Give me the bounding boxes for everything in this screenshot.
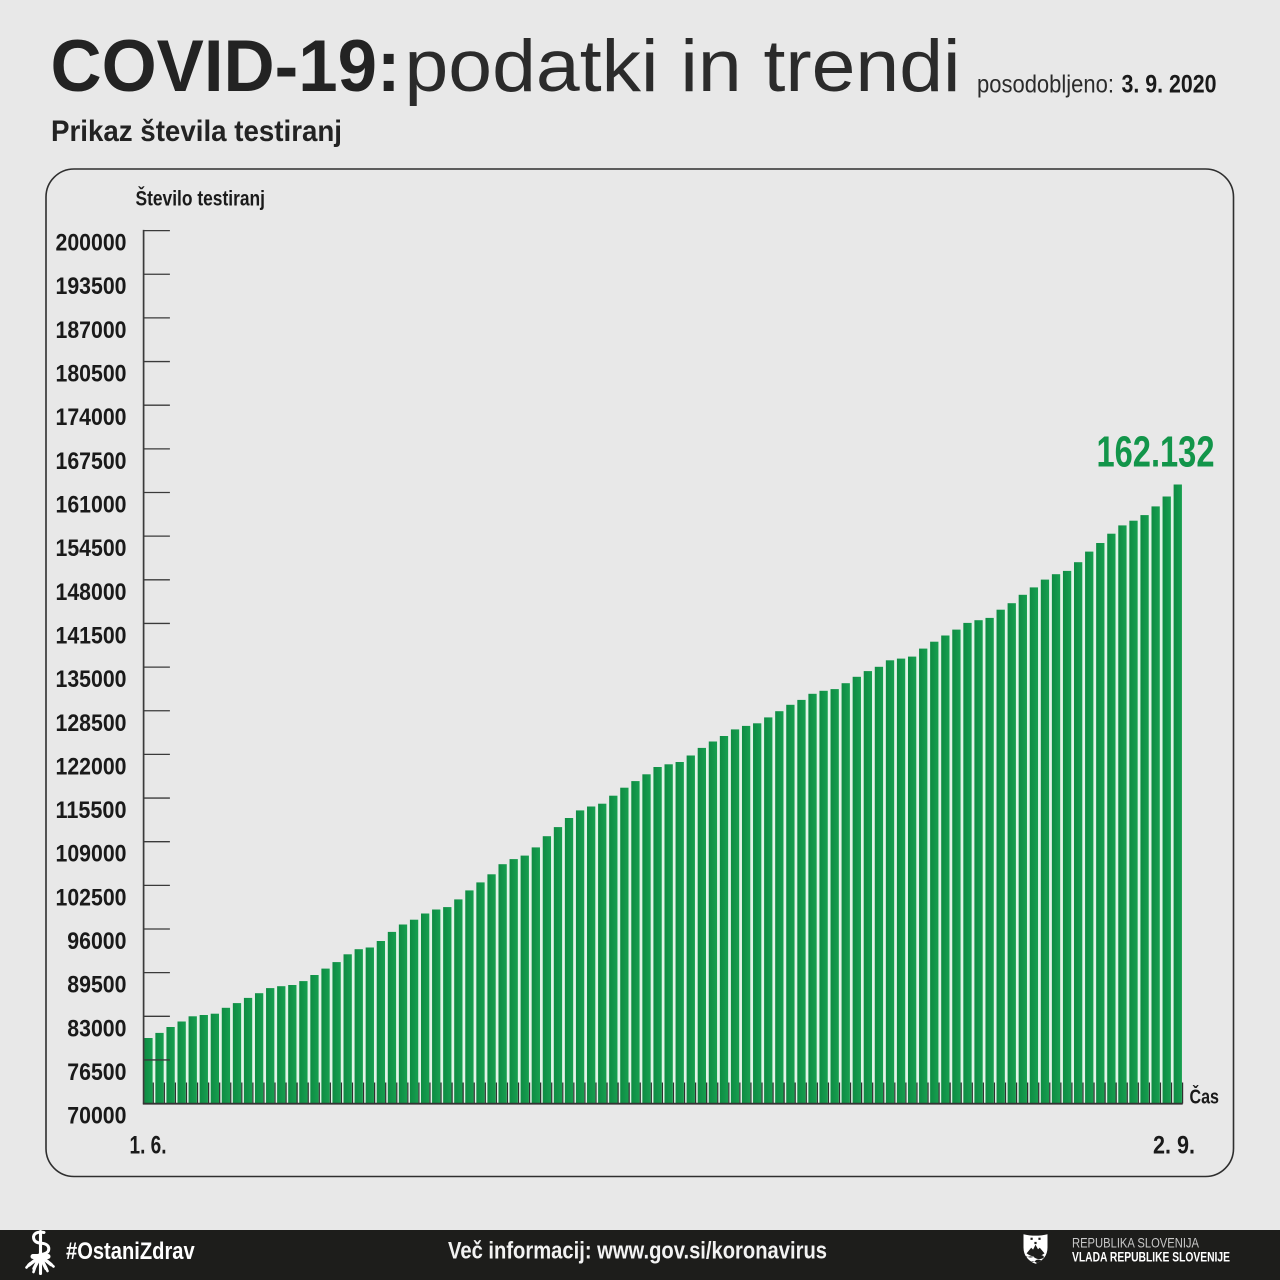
svg-text:2. 9.: 2. 9.: [1153, 1132, 1195, 1160]
svg-text:76500: 76500: [67, 1059, 126, 1086]
svg-text:COVID-19:: COVID-19:: [51, 26, 401, 107]
svg-text:posodobljeno:: posodobljeno:: [977, 71, 1114, 99]
svg-text:1. 6.: 1. 6.: [130, 1132, 167, 1160]
svg-text:83000: 83000: [67, 1015, 126, 1042]
svg-text:96000: 96000: [67, 928, 126, 955]
svg-text:Več informacij: www.gov.si/kor: Več informacij: www.gov.si/koronavirus: [448, 1238, 827, 1265]
svg-text:109000: 109000: [56, 841, 127, 868]
svg-text:154500: 154500: [56, 535, 127, 562]
svg-text:#OstaniZdrav: #OstaniZdrav: [66, 1238, 195, 1265]
svg-text:128500: 128500: [56, 710, 127, 737]
svg-text:167500: 167500: [56, 448, 127, 475]
svg-text:Prikaz števila testiranj: Prikaz števila testiranj: [51, 115, 342, 148]
svg-text:141500: 141500: [56, 622, 127, 649]
svg-text:135000: 135000: [56, 666, 127, 693]
svg-text:102500: 102500: [56, 884, 127, 911]
svg-text:193500: 193500: [56, 273, 127, 300]
svg-text:148000: 148000: [56, 579, 127, 606]
svg-text:REPUBLIKA SLOVENIJA: REPUBLIKA SLOVENIJA: [1072, 1236, 1199, 1251]
svg-text:3. 9. 2020: 3. 9. 2020: [1122, 71, 1217, 99]
svg-text:VLADA REPUBLIKE SLOVENIJE: VLADA REPUBLIKE SLOVENIJE: [1072, 1250, 1230, 1265]
svg-text:89500: 89500: [67, 972, 126, 999]
svg-text:200000: 200000: [56, 230, 127, 257]
svg-text:174000: 174000: [56, 404, 127, 431]
svg-text:162.132: 162.132: [1097, 429, 1215, 477]
svg-text:161000: 161000: [56, 492, 127, 519]
svg-text:Čas: Čas: [1190, 1085, 1220, 1109]
svg-text:187000: 187000: [56, 317, 127, 344]
svg-text:70000: 70000: [67, 1103, 126, 1130]
svg-text:180500: 180500: [56, 361, 127, 388]
svg-text:Število testiranj: Število testiranj: [136, 187, 266, 211]
svg-text:podatki in trendi: podatki in trendi: [405, 26, 961, 107]
svg-text:115500: 115500: [56, 797, 127, 824]
svg-text:122000: 122000: [56, 753, 127, 780]
